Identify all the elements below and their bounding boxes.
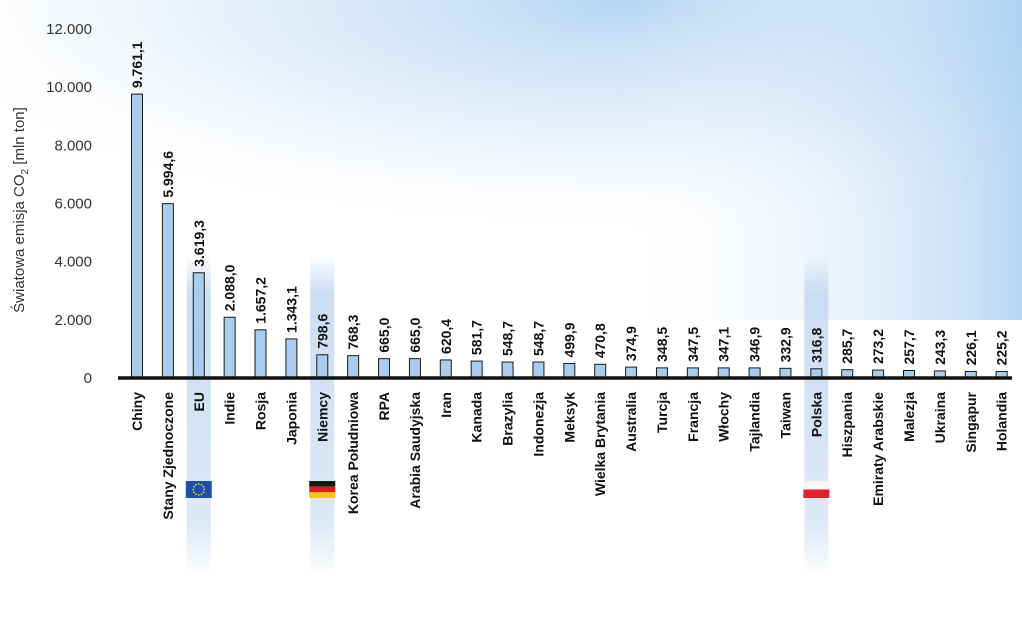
background-glow-right	[0, 0, 1022, 320]
value-label: 665,0	[376, 317, 392, 352]
category-label: Chiny	[129, 392, 145, 431]
category-label: Polska	[808, 392, 824, 437]
category-label: Singapur	[963, 391, 979, 452]
value-label: 1.657,2	[253, 277, 269, 324]
category-label: Stany Zjednoczone	[160, 392, 176, 520]
value-label: 499,9	[561, 322, 577, 357]
category-label: Tajlandia	[747, 392, 763, 452]
category-label: Włochy	[716, 392, 732, 442]
value-labels: 9.761,1 5.994,6 3.619,3 2.088,0 1.657,2 1.343…	[129, 41, 1010, 365]
category-label: Malezja	[901, 392, 917, 442]
value-label: 581,7	[469, 320, 485, 355]
y-tick-label: 12.000	[46, 21, 92, 38]
value-label: 9.761,1	[129, 41, 145, 88]
value-label: 2.088,0	[222, 264, 238, 311]
value-label: 798,6	[314, 314, 330, 349]
highlight-bands	[186, 255, 829, 575]
category-label: Wielka Brytania	[592, 392, 608, 496]
bar	[161, 203, 174, 379]
bar	[439, 359, 452, 379]
category-label: Iran	[438, 392, 454, 418]
bars	[131, 93, 1008, 379]
y-tick-label: 8.000	[54, 137, 92, 154]
category-label: Indie	[222, 392, 238, 425]
highlight-band	[310, 255, 335, 575]
value-label: 347,1	[716, 327, 732, 362]
category-label: RPA	[376, 392, 392, 421]
poland-flag-icon	[803, 481, 830, 498]
bar	[223, 316, 236, 379]
category-label: Hiszpania	[839, 392, 855, 458]
value-label: 768,3	[345, 314, 361, 349]
category-label: Meksyk	[561, 392, 577, 443]
category-label: Japonia	[283, 392, 299, 445]
bar	[378, 358, 391, 379]
bar	[532, 361, 545, 379]
y-tick-label: 0	[84, 370, 92, 387]
category-label: Ukraina	[932, 392, 948, 444]
value-label: 347,5	[685, 327, 701, 362]
bar	[285, 338, 298, 379]
value-label: 243,3	[932, 330, 948, 365]
bar	[470, 360, 483, 379]
value-label: 316,8	[808, 328, 824, 363]
category-label: Kanada	[469, 392, 485, 443]
bar	[347, 355, 360, 379]
y-axis: 0 2.000 4.000 6.000 8.000 10.000 12.000	[46, 21, 92, 387]
value-label: 226,1	[963, 330, 979, 365]
category-label: Korea Południowa	[345, 392, 361, 514]
value-label: 346,9	[747, 327, 763, 362]
category-label: Turcja	[654, 392, 670, 433]
value-label: 273,2	[870, 329, 886, 364]
bar	[563, 362, 576, 379]
bar	[192, 272, 205, 379]
value-label: 332,9	[777, 327, 793, 362]
category-label: Brazylia	[500, 392, 516, 446]
flags	[185, 481, 830, 498]
germany-flag-icon	[309, 481, 336, 498]
category-label: Australia	[623, 392, 639, 452]
y-tick-label: 10.000	[46, 79, 92, 96]
category-label: Indonezja	[530, 392, 546, 457]
category-label: Arabia Saudyjska	[407, 392, 423, 509]
y-tick-label: 6.000	[54, 196, 92, 213]
category-label: Francja	[685, 392, 701, 442]
bar	[254, 329, 267, 379]
bar	[501, 361, 514, 379]
eu-flag-icon	[185, 481, 212, 498]
y-tick-label: 2.000	[54, 312, 92, 329]
y-tick-label: 4.000	[54, 254, 92, 271]
category-label: EU	[191, 392, 207, 411]
value-label: 374,9	[623, 326, 639, 361]
value-label: 470,8	[592, 323, 608, 358]
value-label: 665,0	[407, 317, 423, 352]
value-label: 3.619,3	[191, 220, 207, 267]
highlight-band	[804, 255, 829, 575]
value-label: 5.994,6	[160, 151, 176, 198]
bar	[408, 358, 421, 379]
value-label: 285,7	[839, 328, 855, 363]
value-label: 1.343,1	[283, 286, 299, 333]
category-label: Niemcy	[314, 392, 330, 442]
category-labels: Chiny Stany Zjednoczone EU Indie Rosja Japoni…	[129, 391, 1010, 519]
value-label: 548,7	[530, 321, 546, 356]
category-label: Rosja	[253, 392, 269, 430]
value-label: 348,5	[654, 327, 670, 362]
bar	[594, 363, 607, 379]
category-label: Taiwan	[777, 392, 793, 438]
y-axis-label: Światowa emisja CO2 [mln ton]	[10, 107, 31, 313]
category-label: Holandia	[994, 392, 1010, 451]
bar	[316, 354, 329, 379]
category-label: Emiraty Arabskie	[870, 392, 886, 506]
value-label: 620,4	[438, 319, 454, 354]
value-label: 257,7	[901, 329, 917, 364]
value-label: 225,2	[994, 330, 1010, 365]
bar	[131, 93, 143, 379]
value-label: 548,7	[500, 321, 516, 356]
